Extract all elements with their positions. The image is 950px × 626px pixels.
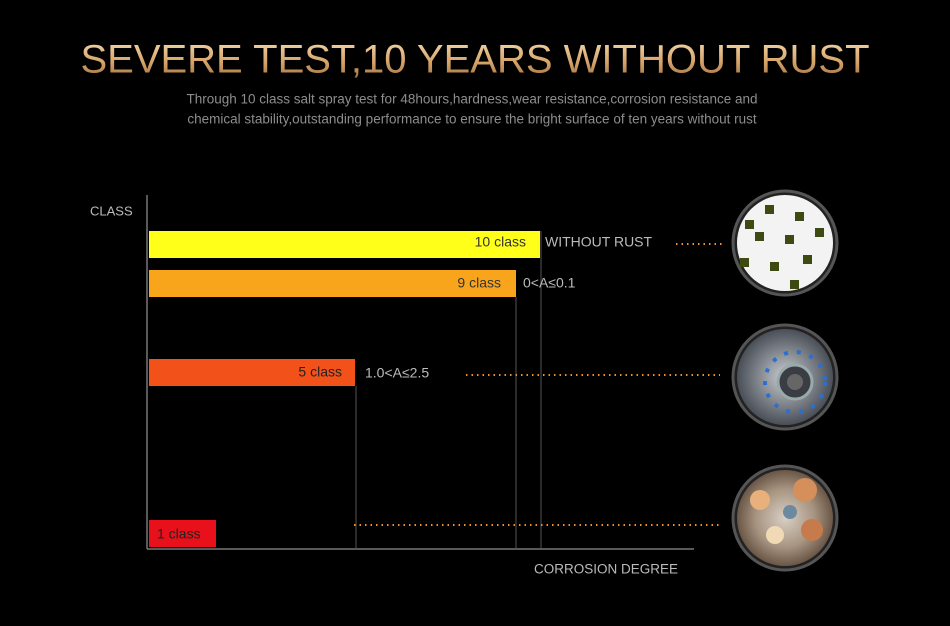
y-axis-label: CLASS xyxy=(90,203,133,218)
bar xyxy=(149,520,216,547)
bar-label: 5 class xyxy=(298,364,342,380)
sample-rusted xyxy=(731,464,839,572)
dotted-connectors xyxy=(354,243,724,526)
bar-label: 1 class xyxy=(157,526,201,542)
subtitle-line: Through 10 class salt spray test for 48h… xyxy=(186,92,757,107)
bar-note: 1.0<A≤2.5 xyxy=(365,365,429,381)
bar-label: 10 class xyxy=(475,234,526,250)
title: SEVERE TEST,10 YEARS WITHOUT RUST xyxy=(80,38,869,82)
bar-note: 0<A≤0.1 xyxy=(523,275,576,291)
bar xyxy=(149,270,516,297)
sample-metal xyxy=(731,323,839,431)
bar xyxy=(149,359,355,386)
bar xyxy=(149,231,540,258)
bar-note: WITHOUT RUST xyxy=(545,234,653,250)
subtitle-line: chemical stability,outstanding performan… xyxy=(187,112,757,127)
bar-label: 9 class xyxy=(457,275,501,291)
sample-clean xyxy=(731,189,839,297)
x-axis-label: CORROSION DEGREE xyxy=(534,562,678,577)
